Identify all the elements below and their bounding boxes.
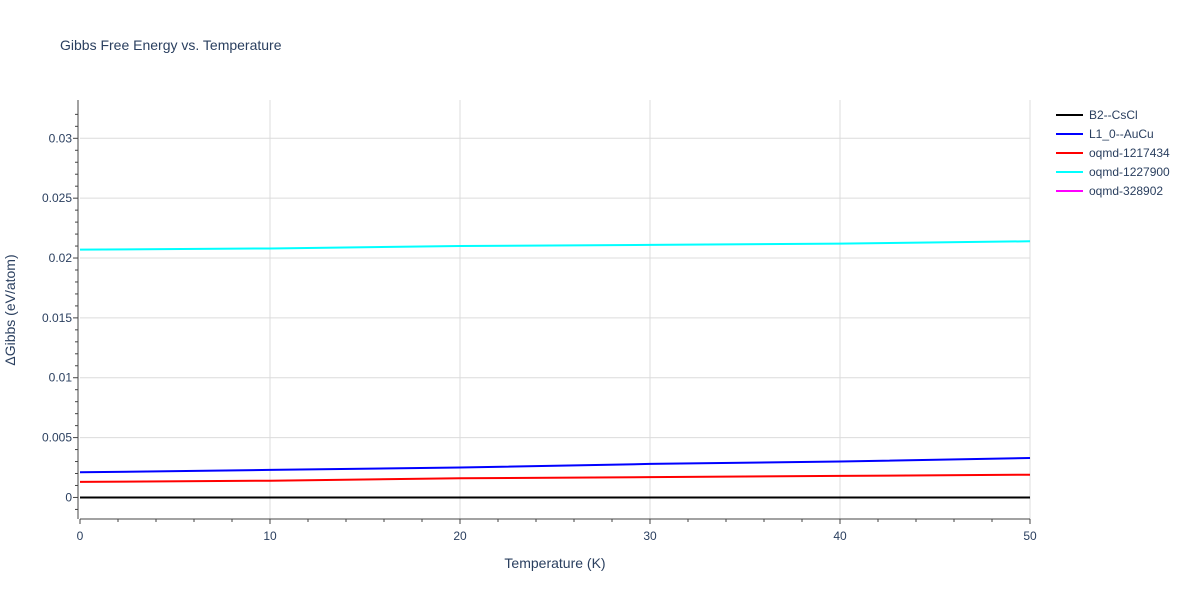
series-line-oqmd-1227900 <box>79 240 1031 251</box>
legend-label[interactable]: oqmd-1217434 <box>1089 146 1170 160</box>
x-tick-label: 40 <box>833 529 847 543</box>
x-tick-label: 0 <box>77 529 84 543</box>
y-tick-label: 0.01 <box>49 371 73 385</box>
x-tick-label: 20 <box>453 529 467 543</box>
chart-title: Gibbs Free Energy vs. Temperature <box>60 37 282 53</box>
y-tick-label: 0.015 <box>42 311 72 325</box>
y-tick-label: 0.03 <box>49 131 73 145</box>
grid-lines <box>80 100 1031 519</box>
x-tick-label: 30 <box>643 529 657 543</box>
y-tick-label: 0.02 <box>49 251 73 265</box>
legend-label[interactable]: oqmd-1227900 <box>1089 165 1170 179</box>
y-axis-title: ΔGibbs (eV/atom) <box>2 254 18 365</box>
series-lines <box>79 240 1031 499</box>
y-tick-label: 0.025 <box>42 191 72 205</box>
tick-labels: 0 10 20 30 40 50 0 0.005 0.01 0.015 0.02 0.025 0.03 <box>42 131 1037 543</box>
legend: B2--CsCl L1_0--AuCu oqmd-1217434 oqmd-12279… <box>1056 108 1170 198</box>
y-tick-label: 0 <box>65 490 72 504</box>
legend-label[interactable]: B2--CsCl <box>1089 108 1138 122</box>
y-tick-label: 0.005 <box>42 431 72 445</box>
x-tick-label: 10 <box>263 529 277 543</box>
series-line-L1_0--AuCu <box>79 456 1031 474</box>
x-axis-title: Temperature (K) <box>504 555 605 571</box>
axes <box>73 100 1031 524</box>
legend-label[interactable]: oqmd-328902 <box>1089 184 1163 198</box>
x-tick-label: 50 <box>1023 529 1037 543</box>
series-line-oqmd-1217434 <box>79 473 1031 483</box>
legend-label[interactable]: L1_0--AuCu <box>1089 127 1154 141</box>
